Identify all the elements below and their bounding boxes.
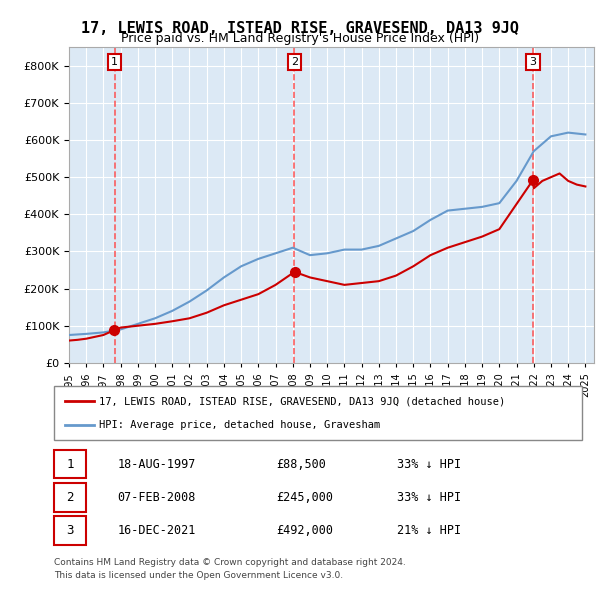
Text: This data is licensed under the Open Government Licence v3.0.: This data is licensed under the Open Gov… bbox=[54, 571, 343, 580]
FancyBboxPatch shape bbox=[54, 450, 86, 478]
Text: 1: 1 bbox=[66, 457, 74, 471]
Text: 21% ↓ HPI: 21% ↓ HPI bbox=[397, 523, 461, 537]
Text: 3: 3 bbox=[66, 523, 74, 537]
Text: 2: 2 bbox=[66, 490, 74, 504]
Text: Contains HM Land Registry data © Crown copyright and database right 2024.: Contains HM Land Registry data © Crown c… bbox=[54, 558, 406, 566]
Text: £492,000: £492,000 bbox=[276, 523, 333, 537]
Text: 33% ↓ HPI: 33% ↓ HPI bbox=[397, 457, 461, 471]
Text: 33% ↓ HPI: 33% ↓ HPI bbox=[397, 490, 461, 504]
Text: 3: 3 bbox=[529, 57, 536, 67]
Text: 16-DEC-2021: 16-DEC-2021 bbox=[118, 523, 196, 537]
Text: 07-FEB-2008: 07-FEB-2008 bbox=[118, 490, 196, 504]
Text: Price paid vs. HM Land Registry's House Price Index (HPI): Price paid vs. HM Land Registry's House … bbox=[121, 32, 479, 45]
Text: 17, LEWIS ROAD, ISTEAD RISE, GRAVESEND, DA13 9JQ (detached house): 17, LEWIS ROAD, ISTEAD RISE, GRAVESEND, … bbox=[99, 396, 505, 407]
Text: HPI: Average price, detached house, Gravesham: HPI: Average price, detached house, Grav… bbox=[99, 419, 380, 430]
Text: 18-AUG-1997: 18-AUG-1997 bbox=[118, 457, 196, 471]
Text: 17, LEWIS ROAD, ISTEAD RISE, GRAVESEND, DA13 9JQ: 17, LEWIS ROAD, ISTEAD RISE, GRAVESEND, … bbox=[81, 21, 519, 35]
Text: 2: 2 bbox=[291, 57, 298, 67]
FancyBboxPatch shape bbox=[54, 483, 86, 512]
FancyBboxPatch shape bbox=[54, 386, 582, 440]
Text: £88,500: £88,500 bbox=[276, 457, 326, 471]
Text: £245,000: £245,000 bbox=[276, 490, 333, 504]
FancyBboxPatch shape bbox=[54, 516, 86, 545]
Text: 1: 1 bbox=[111, 57, 118, 67]
